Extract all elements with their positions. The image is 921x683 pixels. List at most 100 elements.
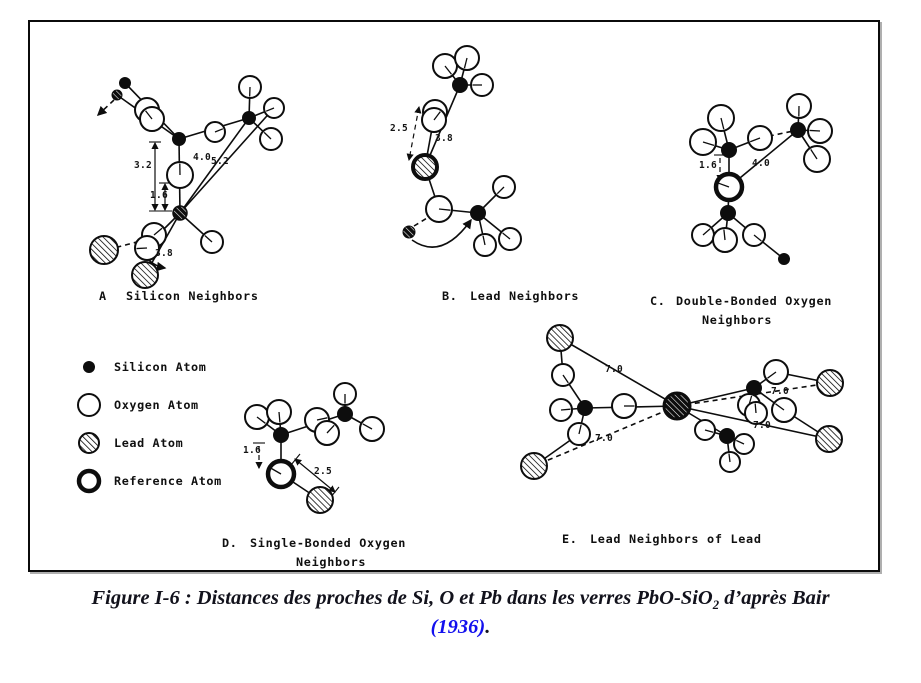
atom-lead	[520, 452, 548, 480]
measure-line	[406, 105, 422, 162]
panel-caption: Lead Neighbors	[470, 289, 579, 303]
panel-caption-line2: Neighbors	[702, 313, 772, 327]
atom-silicon	[577, 400, 593, 416]
legend-label: Lead Atom	[114, 436, 183, 450]
distance-label: 7.0	[753, 420, 771, 431]
atom-tick	[749, 137, 761, 143]
atom-silicon	[778, 253, 790, 265]
distance-label: 4.0	[193, 152, 211, 163]
legend-label: Oxygen Atom	[114, 398, 199, 412]
atom-tick	[278, 411, 281, 423]
distance-label: 2.5	[314, 466, 332, 477]
bond-line	[676, 379, 832, 407]
atom-tick	[256, 416, 266, 424]
atom-tick	[723, 229, 726, 241]
atom-lead-small	[402, 225, 416, 239]
atom-lead	[89, 235, 119, 265]
atom-tick	[578, 424, 582, 435]
bond-line	[413, 214, 433, 227]
panel-caption: Single-Bonded Oxygen	[250, 536, 406, 550]
atom-tick	[263, 131, 272, 140]
panel-letter: C.	[650, 294, 666, 308]
atom-silicon	[119, 77, 131, 89]
panel-letter: A	[99, 289, 107, 303]
measure-line	[294, 458, 336, 493]
bond-line	[533, 405, 678, 467]
caption-text-end: d’après Bair	[719, 587, 830, 609]
atom-tick	[502, 232, 511, 240]
atom-tick	[702, 141, 715, 146]
caption-subscript: 2	[712, 598, 720, 613]
atom-tick	[754, 403, 757, 414]
panel-caption: Silicon Neighbors	[126, 289, 259, 303]
bond-line	[113, 236, 157, 249]
panel-letter: D.	[222, 536, 238, 550]
distance-label: 2.5	[390, 123, 408, 134]
bond-line	[559, 337, 678, 407]
atom-tick	[136, 247, 148, 250]
atom-lead-reference	[662, 391, 692, 421]
distance-label: 5.2	[211, 156, 229, 167]
atom-silicon	[83, 361, 95, 373]
atom-tick	[482, 235, 486, 246]
atom-tick	[720, 117, 725, 130]
atom-lead	[816, 369, 844, 397]
atom-tick	[463, 57, 468, 69]
panel-caption: Double-Bonded Oxygen	[676, 294, 832, 308]
figure-caption-line2: (1936).	[0, 614, 921, 641]
distance-label: 7.0	[605, 364, 623, 375]
bond-line	[179, 117, 250, 214]
atom-tick	[438, 208, 451, 211]
panel-caption-line2: Neighbors	[296, 555, 366, 569]
atom-tick	[562, 374, 569, 384]
distance-label: 7.0	[595, 433, 613, 444]
atom-tick	[316, 417, 328, 421]
legend-label: Reference Atom	[114, 474, 222, 488]
atom-silicon	[719, 428, 735, 444]
figure-canvas: 3.21.64.0 5.23.8A Silicon Neighbors2.53.8B…	[76, 45, 844, 569]
atom-silicon	[790, 122, 806, 138]
bond-line	[179, 107, 275, 214]
distance-label: 1.6	[243, 445, 261, 456]
atom-lead	[78, 432, 100, 454]
distance-label: 3.8	[435, 133, 453, 144]
atom-silicon	[242, 111, 256, 125]
atom-lead	[546, 324, 574, 352]
atom-tick	[809, 129, 821, 132]
atom-tick	[704, 429, 714, 433]
bond-line	[759, 129, 799, 139]
arc-arrow	[411, 218, 472, 248]
atom-tick	[326, 424, 335, 434]
distance-label: 7.0	[771, 386, 789, 397]
atom-silicon	[172, 132, 186, 146]
atom-oxygen	[77, 393, 101, 417]
atom-lead-reference	[411, 153, 439, 181]
atom-tick	[736, 439, 745, 445]
bond-line	[96, 99, 115, 116]
atom-tick	[214, 128, 224, 133]
atom-silicon	[337, 406, 353, 422]
atom-silicon	[720, 205, 736, 221]
caption-period: .	[485, 615, 491, 638]
distance-label: 3.8	[155, 248, 173, 259]
measure-line	[290, 453, 301, 466]
atom-tick	[560, 408, 571, 411]
figure-caption-line1: Figure I-6 : Distances des proches de Si…	[0, 585, 921, 614]
atom-lead	[815, 425, 843, 453]
citation-year-link[interactable]: (1936)	[430, 615, 486, 638]
atom-tick	[728, 453, 731, 463]
atom-tick	[767, 371, 777, 379]
figure-caption: Figure I-6 : Distances des proches de Si…	[0, 585, 921, 641]
atom-tick	[362, 423, 373, 430]
atom-lead-small	[111, 89, 123, 101]
atom-tick	[204, 235, 213, 243]
panel-letter: B.	[442, 289, 458, 303]
atom-silicon	[452, 77, 468, 93]
atom-tick	[265, 107, 275, 112]
panel-letter: E.	[562, 532, 578, 546]
atom-silicon	[721, 142, 737, 158]
atom-tick	[444, 65, 452, 75]
atom-silicon	[746, 380, 762, 396]
caption-text: Figure I-6 : Distances des proches de Si…	[91, 587, 713, 609]
atom-lead	[131, 261, 159, 289]
